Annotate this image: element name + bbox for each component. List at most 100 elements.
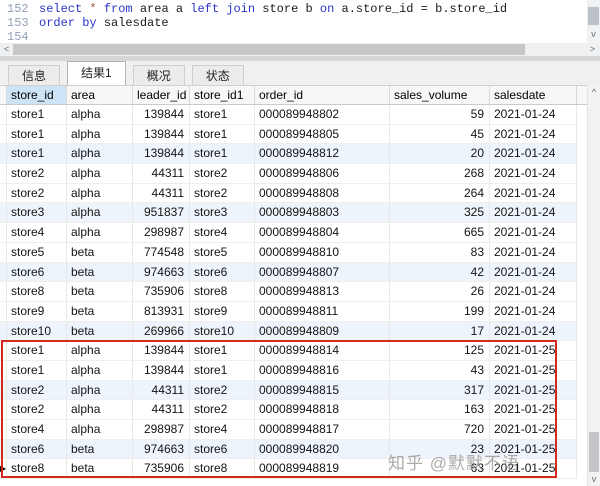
cell-area[interactable]: beta (67, 301, 133, 321)
sql-editor[interactable]: 152 select * from area a left join store … (0, 0, 586, 44)
cell-salesdate[interactable]: 2021-01-24 (490, 223, 577, 242)
table-row[interactable]: store2 alpha 44311 store2 000089948815 317 202… (0, 380, 577, 401)
table-row[interactable]: store1 alpha 139844 store1 000089948802 59 202… (0, 105, 577, 125)
cell-sales_volume[interactable]: 26 (390, 282, 490, 301)
cell-store_id[interactable]: store4 (7, 223, 67, 242)
cell-order_id[interactable]: 000089948820 (255, 439, 390, 459)
cell-store_id1[interactable]: store1 (190, 105, 255, 124)
cell-area[interactable]: beta (67, 321, 133, 341)
cell-store_id[interactable]: store1 (7, 144, 67, 164)
cell-store_id1[interactable]: store1 (190, 341, 255, 360)
tab-result1[interactable]: 结果1 (67, 61, 126, 85)
cell-order_id[interactable]: 000089948814 (255, 341, 390, 360)
cell-leader_id[interactable]: 813931 (133, 301, 190, 321)
cell-order_id[interactable]: 000089948806 (255, 164, 390, 183)
cell-salesdate[interactable]: 2021-01-24 (490, 105, 577, 124)
cell-order_id[interactable]: 000089948809 (255, 321, 390, 341)
cell-salesdate[interactable]: 2021-01-24 (490, 262, 577, 282)
editor-horizontal-scrollbar[interactable]: < > (0, 43, 600, 56)
cell-salesdate[interactable]: 2021-01-25 (490, 341, 577, 360)
table-row[interactable]: store6 beta 974663 store6 000089948820 23 2021… (0, 439, 577, 460)
cell-area[interactable]: alpha (67, 164, 133, 183)
cell-store_id1[interactable]: store6 (190, 439, 255, 459)
table-row[interactable]: store4 alpha 298987 store4 000089948817 720 20… (0, 420, 577, 440)
cell-store_id[interactable]: store9 (7, 301, 67, 321)
cell-leader_id[interactable]: 735906 (133, 282, 190, 301)
cell-order_id[interactable]: 000089948813 (255, 282, 390, 301)
table-row[interactable]: store1 alpha 139844 store1 000089948805 45 202… (0, 124, 577, 145)
cell-area[interactable]: beta (67, 439, 133, 459)
cell-leader_id[interactable]: 44311 (133, 164, 190, 183)
cell-sales_volume[interactable]: 83 (390, 242, 490, 262)
cell-store_id[interactable]: store8 (7, 459, 67, 479)
cell-leader_id[interactable]: 298987 (133, 223, 190, 242)
cell-order_id[interactable]: 000089948808 (255, 183, 390, 203)
table-row[interactable]: store6 beta 974663 store6 000089948807 42 2021… (0, 262, 577, 283)
column-header-sales_volume[interactable]: sales_volume (390, 86, 490, 104)
cell-store_id[interactable]: store1 (7, 105, 67, 124)
cell-sales_volume[interactable]: 720 (390, 420, 490, 439)
cell-leader_id[interactable]: 139844 (133, 124, 190, 144)
cell-area[interactable]: beta (67, 242, 133, 262)
cell-order_id[interactable]: 000089948811 (255, 301, 390, 321)
cell-area[interactable]: alpha (67, 360, 133, 380)
column-header-salesdate[interactable]: salesdate (490, 86, 577, 104)
cell-store_id1[interactable]: store1 (190, 144, 255, 164)
cell-salesdate[interactable]: 2021-01-24 (490, 242, 577, 262)
cell-sales_volume[interactable]: 325 (390, 203, 490, 223)
cell-sales_volume[interactable]: 63 (390, 459, 490, 479)
cell-store_id[interactable]: store2 (7, 183, 67, 203)
cell-store_id1[interactable]: store2 (190, 183, 255, 203)
cell-store_id[interactable]: store6 (7, 262, 67, 282)
table-row[interactable]: store8 beta 735906 store8 000089948813 26 2021… (0, 282, 577, 302)
cell-leader_id[interactable]: 269966 (133, 321, 190, 341)
cell-store_id[interactable]: store6 (7, 439, 67, 459)
cell-sales_volume[interactable]: 125 (390, 341, 490, 360)
cell-store_id1[interactable]: store2 (190, 164, 255, 183)
cell-salesdate[interactable]: 2021-01-25 (490, 459, 577, 479)
cell-leader_id[interactable]: 298987 (133, 420, 190, 439)
grid-vscroll-thumb[interactable] (589, 432, 599, 472)
cell-sales_volume[interactable]: 43 (390, 360, 490, 380)
cell-sales_volume[interactable]: 23 (390, 439, 490, 459)
cell-store_id1[interactable]: store4 (190, 420, 255, 439)
editor-hscroll-thumb[interactable] (13, 44, 525, 55)
cell-store_id[interactable]: store10 (7, 321, 67, 341)
cell-salesdate[interactable]: 2021-01-25 (490, 420, 577, 439)
cell-area[interactable]: alpha (67, 203, 133, 223)
cell-store_id1[interactable]: store1 (190, 124, 255, 144)
cell-sales_volume[interactable]: 199 (390, 301, 490, 321)
cell-sales_volume[interactable]: 163 (390, 400, 490, 419)
column-header-store_id1[interactable]: store_id1 (190, 86, 255, 104)
cell-store_id[interactable]: store1 (7, 360, 67, 380)
cell-store_id1[interactable]: store8 (190, 282, 255, 301)
cell-sales_volume[interactable]: 59 (390, 105, 490, 124)
cell-leader_id[interactable]: 44311 (133, 183, 190, 203)
cell-store_id[interactable]: store4 (7, 420, 67, 439)
cell-sales_volume[interactable]: 317 (390, 380, 490, 400)
cell-sales_volume[interactable]: 20 (390, 144, 490, 164)
scroll-down-icon[interactable]: v (591, 474, 597, 484)
cell-sales_volume[interactable]: 17 (390, 321, 490, 341)
scroll-right-icon[interactable]: > (589, 44, 596, 54)
cell-store_id1[interactable]: store3 (190, 203, 255, 223)
cell-salesdate[interactable]: 2021-01-24 (490, 183, 577, 203)
cell-salesdate[interactable]: 2021-01-25 (490, 360, 577, 380)
column-header-store_id[interactable]: store_id (7, 86, 67, 104)
cell-sales_volume[interactable]: 45 (390, 124, 490, 144)
cell-order_id[interactable]: 000089948803 (255, 203, 390, 223)
table-row[interactable]: ▶ store8 beta 735906 store8 000089948819 63 202… (0, 459, 577, 480)
cell-sales_volume[interactable]: 42 (390, 262, 490, 282)
cell-salesdate[interactable]: 2021-01-24 (490, 144, 577, 164)
cell-order_id[interactable]: 000089948816 (255, 360, 390, 380)
cell-area[interactable]: alpha (67, 183, 133, 203)
cell-store_id[interactable]: store2 (7, 380, 67, 400)
cell-order_id[interactable]: 000089948807 (255, 262, 390, 282)
cell-store_id1[interactable]: store9 (190, 301, 255, 321)
cell-leader_id[interactable]: 139844 (133, 360, 190, 380)
column-header-area[interactable]: area (67, 86, 133, 104)
cell-salesdate[interactable]: 2021-01-25 (490, 439, 577, 459)
cell-area[interactable]: alpha (67, 105, 133, 124)
cell-salesdate[interactable]: 2021-01-24 (490, 203, 577, 223)
table-row[interactable]: store5 beta 774548 store5 000089948810 83 2021… (0, 242, 577, 263)
